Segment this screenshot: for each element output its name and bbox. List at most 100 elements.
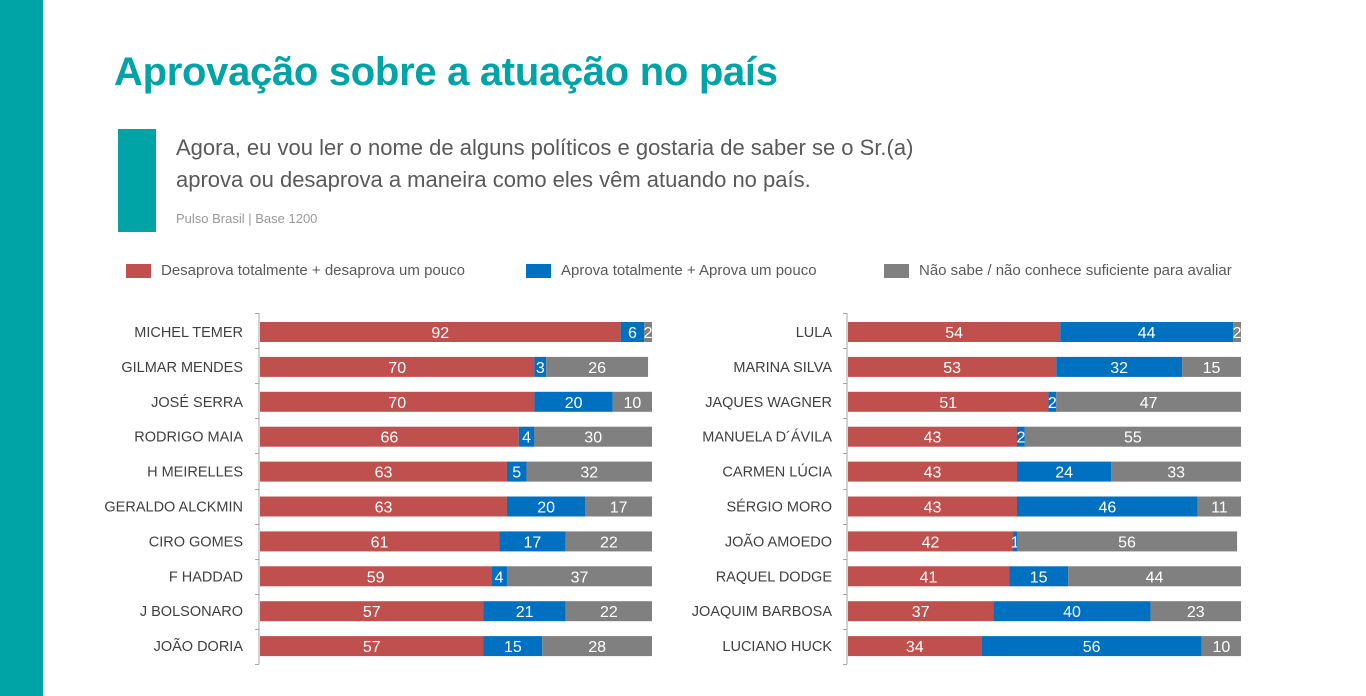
category-label: RODRIGO MAIA [134, 430, 243, 446]
data-label-unknown: 33 [1167, 465, 1185, 482]
bar-disapprove [848, 531, 1014, 552]
question-marker [118, 129, 156, 232]
data-label-unknown: 11 [1211, 500, 1228, 517]
bar-unknown [1233, 322, 1241, 342]
bar-unknown [1150, 601, 1241, 622]
data-label-disapprove: 57 [363, 604, 381, 621]
data-label-disapprove: 63 [375, 500, 393, 517]
data-label-disapprove: 54 [945, 325, 963, 342]
data-label-unknown: 17 [610, 500, 628, 517]
chart-2: LULA 54 44 2 MARINA SILVA 53 32 15 JAQUES WAGNER… [692, 313, 1242, 665]
bar-disapprove [848, 322, 1061, 342]
data-label-disapprove: 34 [906, 639, 924, 656]
data-label-disapprove: 53 [943, 360, 961, 377]
bar-disapprove [848, 426, 1017, 447]
category-label: MICHEL TEMER [134, 325, 243, 341]
data-label-unknown: 2 [1233, 325, 1242, 342]
data-label-approve: 32 [1110, 360, 1128, 377]
category-label: JOÃO DORIA [154, 638, 244, 655]
data-label-unknown: 15 [1203, 360, 1221, 377]
bar-unknown [585, 496, 652, 517]
data-label-unknown: 56 [1118, 534, 1136, 551]
category-label: JOSÉ SERRA [151, 394, 243, 411]
bar-approve [1016, 426, 1025, 447]
category-label: CARMEN LÚCIA [722, 464, 832, 481]
data-label-approve: 3 [536, 360, 545, 377]
bar-disapprove [848, 356, 1057, 377]
data-label-approve: 15 [1030, 569, 1048, 586]
data-label-unknown: 55 [1124, 430, 1142, 447]
data-label-unknown: 23 [1187, 604, 1205, 621]
data-label-approve: 24 [1055, 465, 1073, 482]
bar-approve [483, 636, 543, 657]
bar-unknown [1197, 496, 1241, 517]
bar-approve [1016, 461, 1112, 482]
bar-approve [1048, 391, 1057, 412]
data-label-disapprove: 43 [924, 500, 942, 517]
bar-disapprove [260, 636, 484, 657]
legend-item-disapprove: Desaprova totalmente + desaprova um pouc… [126, 262, 465, 279]
category-label: LULA [796, 325, 833, 341]
bar-approve [506, 496, 586, 517]
data-label-approve: 2 [1016, 430, 1025, 447]
bar-unknown [542, 636, 652, 657]
data-label-disapprove: 37 [912, 604, 930, 621]
data-label-approve: 40 [1063, 604, 1081, 621]
category-label: JAQUES WAGNER [705, 395, 832, 411]
bar-disapprove [260, 391, 535, 412]
category-label: JOÃO AMOEDO [725, 533, 832, 550]
bar-disapprove [260, 356, 535, 377]
data-label-approve: 4 [522, 430, 531, 447]
bar-disapprove [260, 322, 621, 342]
data-label-disapprove: 51 [939, 395, 957, 412]
bar-approve [620, 322, 645, 342]
bar-unknown [534, 426, 652, 447]
data-label-disapprove: 66 [380, 430, 398, 447]
data-label-approve: 1 [1011, 534, 1020, 551]
bar-approve [993, 601, 1151, 622]
bar-approve [1060, 322, 1234, 342]
bar-unknown [506, 566, 652, 587]
bar-disapprove [260, 566, 492, 587]
data-label-approve: 5 [512, 465, 521, 482]
bar-approve [506, 461, 527, 482]
legend-label-unknown: Não sabe / não conhece suficiente para a… [919, 262, 1232, 279]
data-label-unknown: 28 [588, 639, 606, 656]
bar-disapprove [260, 496, 507, 517]
bar-disapprove [848, 601, 994, 622]
bar-approve [1013, 531, 1017, 552]
bar-approve [499, 531, 566, 552]
data-label-approve: 17 [524, 534, 542, 551]
data-label-disapprove: 61 [371, 534, 389, 551]
bar-unknown [1016, 531, 1238, 552]
source-note: Pulso Brasil | Base 1200 [176, 211, 318, 226]
bar-approve [491, 566, 507, 587]
bar-approve [1016, 496, 1198, 517]
page-title: Aprovação sobre a atuação no país [114, 50, 778, 94]
bar-unknown [1182, 356, 1241, 377]
legend-item-approve: Aprova totalmente + Aprova um pouco [526, 262, 817, 279]
bar-unknown [1024, 426, 1241, 447]
data-label-disapprove: 59 [367, 569, 385, 586]
category-label: GERALDO ALCKMIN [104, 500, 243, 516]
bar-approve [518, 426, 535, 447]
data-label-unknown: 44 [1146, 569, 1164, 586]
bar-unknown [644, 322, 652, 342]
category-label: JOAQUIM BARBOSA [692, 604, 833, 620]
data-label-disapprove: 63 [375, 465, 393, 482]
data-label-approve: 6 [628, 325, 637, 342]
bar-disapprove [848, 566, 1010, 587]
data-label-unknown: 10 [624, 395, 642, 412]
bar-disapprove [848, 636, 982, 657]
data-label-unknown: 32 [580, 465, 598, 482]
data-label-disapprove: 43 [924, 465, 942, 482]
question-text: Agora, eu vou ler o nome de alguns polít… [176, 135, 914, 192]
category-label: CIRO GOMES [149, 534, 243, 550]
bar-disapprove [848, 461, 1017, 482]
data-label-disapprove: 42 [922, 534, 940, 551]
data-label-unknown: 30 [584, 430, 602, 447]
bar-unknown [612, 391, 652, 412]
data-label-approve: 44 [1138, 325, 1156, 342]
data-label-unknown: 26 [588, 360, 606, 377]
